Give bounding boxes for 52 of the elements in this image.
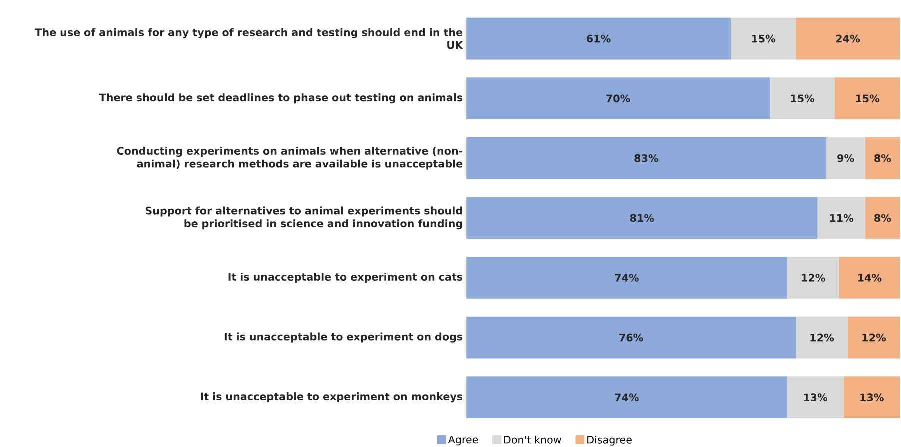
data-label: 61% [587, 34, 611, 43]
data-label: 8% [874, 154, 892, 162]
y-tick-label: It is unacceptable to experiment on monkeys [201, 392, 463, 402]
bar [844, 376, 900, 418]
data-label: 74% [615, 394, 640, 402]
data-label: 13% [860, 394, 884, 402]
bar [787, 376, 844, 418]
bar [796, 316, 848, 359]
data-label: 13% [804, 394, 828, 402]
data-label: 12% [862, 334, 886, 342]
data-label: 76% [620, 334, 644, 342]
y-tick-label: Conducting experiments on animals when alternative (non-animal) research methods are available is unacceptable [117, 146, 463, 170]
data-label: 15% [752, 34, 776, 43]
bar [466, 256, 788, 299]
data-label: 74% [615, 274, 640, 282]
bar [835, 78, 900, 120]
data-label: 15% [791, 94, 815, 102]
bar [848, 316, 900, 359]
bar [466, 376, 788, 418]
data-label: 70% [606, 94, 630, 102]
y-tick-label: It is unacceptable to experiment on dogs [224, 332, 463, 343]
bar [865, 137, 900, 180]
bar [466, 78, 770, 120]
data-label: 9% [838, 154, 854, 162]
bar [865, 197, 900, 239]
bar [466, 316, 796, 359]
data-label: 8% [874, 214, 892, 222]
bar [730, 18, 796, 60]
legend-label: Don't know [504, 436, 562, 444]
bar [466, 137, 826, 180]
bar [787, 256, 840, 299]
bar [839, 256, 900, 299]
legend-label: Disagree [588, 436, 632, 446]
y-tick-label: There should be set deadlines to phase out testing on animals [99, 93, 463, 104]
bar [770, 78, 835, 120]
data-label: 24% [836, 34, 860, 43]
data-label: 83% [634, 154, 659, 162]
bar [466, 197, 818, 239]
data-label: 12% [802, 274, 826, 282]
bar [826, 137, 866, 180]
y-tick-label: It is unacceptable to experiment on cats [228, 272, 463, 283]
data-label: 81% [630, 214, 654, 222]
data-label: 11% [830, 214, 854, 222]
y-tick-label: Support for alternatives to animal experiments should be prioritised in science and innovation funding [146, 206, 462, 230]
bar [466, 18, 731, 60]
bar [796, 18, 900, 60]
data-label: 15% [856, 94, 880, 102]
legend-label: Agree [448, 436, 478, 446]
bar [818, 197, 866, 239]
data-label: 12% [810, 334, 834, 342]
y-tick-label: The use of animals for any type of research and testing should end in the UK [35, 28, 464, 50]
data-label: 14% [858, 274, 882, 282]
